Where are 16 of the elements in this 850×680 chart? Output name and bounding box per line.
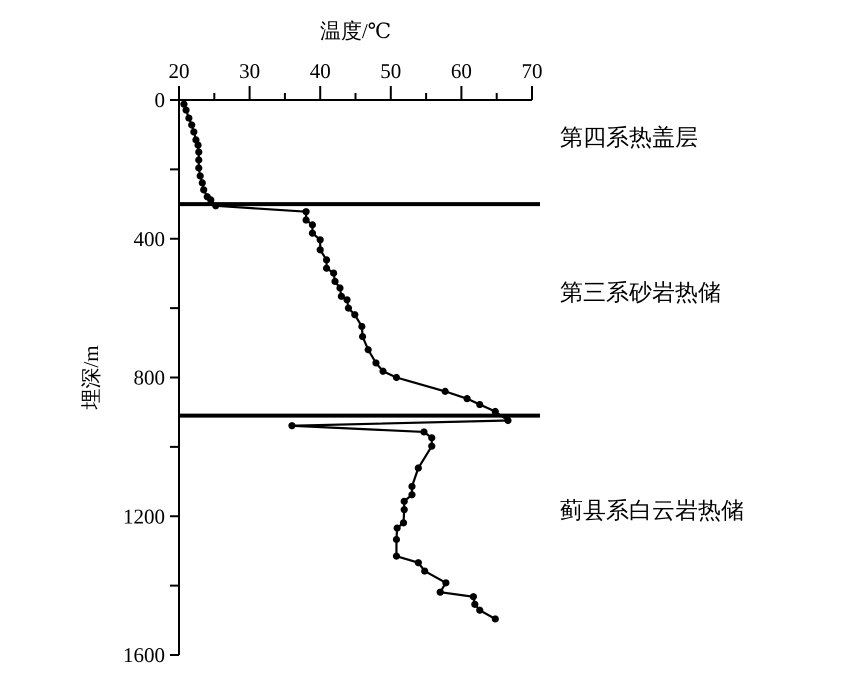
text: 第四系热盖层 [560,125,698,150]
y-tick-label: 800 [134,366,165,390]
y-tick-label: 1600 [123,643,165,667]
text: 第三系砂岩热储 [560,280,721,305]
x-tick-label: 30 [239,59,260,83]
x-axis-title: 温度/℃ [320,19,392,43]
x-tick-label: 60 [450,59,472,83]
x-tick-label: 70 [522,59,542,83]
x-tick-label: 20 [168,59,190,83]
y-tick-label: 1200 [123,504,165,528]
y-tick-label: 400 [134,226,165,251]
y-tick-label: 0 [154,88,165,112]
x-tick-label: 50 [380,59,402,83]
x-tick-label: 40 [310,59,331,83]
text: 蓟县系白云岩热储 [560,498,744,523]
y-axis-title: 埋深/m [79,345,103,411]
